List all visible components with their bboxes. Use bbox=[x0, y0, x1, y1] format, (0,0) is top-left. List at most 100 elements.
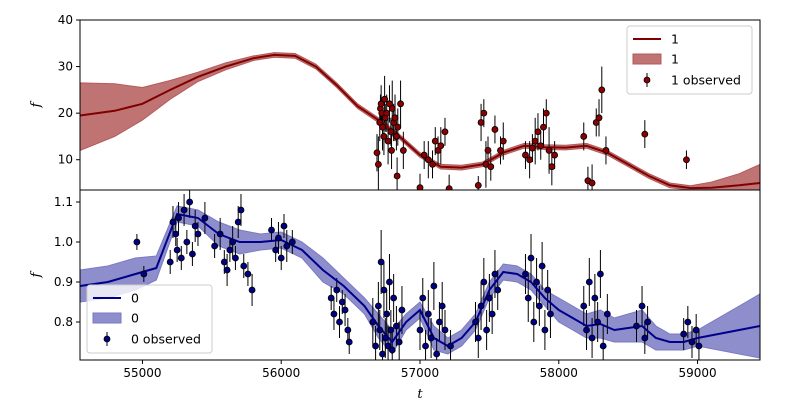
legend-marker-swatch-bottom bbox=[103, 335, 111, 343]
data-point-bottom-95 bbox=[597, 270, 604, 278]
data-point-top-27 bbox=[431, 137, 439, 145]
legend-observed-label-top: 1 observed bbox=[671, 73, 741, 88]
data-point-bottom-5 bbox=[173, 246, 181, 254]
data-point-bottom-65 bbox=[433, 350, 441, 358]
data-point-top-37 bbox=[487, 163, 495, 171]
uncertainty-band-bottom bbox=[80, 205, 760, 359]
data-point-bottom-14 bbox=[201, 214, 209, 222]
data-point-top-59 bbox=[641, 130, 649, 138]
data-point-bottom-11 bbox=[189, 250, 196, 258]
data-point-bottom-71 bbox=[474, 334, 482, 342]
data-point-bottom-12 bbox=[191, 222, 199, 230]
data-point-bottom-59 bbox=[416, 326, 424, 334]
data-point-bottom-35 bbox=[330, 310, 338, 318]
data-point-bottom-98 bbox=[633, 322, 640, 330]
data-point-bottom-30 bbox=[277, 254, 285, 262]
legend-marker-swatch-top bbox=[643, 76, 651, 84]
data-point-top-31 bbox=[445, 185, 453, 190]
data-point-top-54 bbox=[588, 179, 596, 187]
legend-band-label-top: 1 bbox=[671, 52, 679, 67]
data-point-top-13 bbox=[387, 128, 395, 136]
data-point-bottom-52 bbox=[386, 278, 393, 286]
data-point-bottom-8 bbox=[180, 206, 188, 214]
data-point-bottom-20 bbox=[229, 238, 237, 246]
data-point-bottom-76 bbox=[488, 310, 496, 318]
data-point-bottom-92 bbox=[588, 334, 596, 342]
data-point-bottom-77 bbox=[491, 270, 499, 278]
data-point-bottom-15 bbox=[211, 242, 219, 250]
data-point-bottom-3 bbox=[169, 218, 177, 226]
x-tick-label-bottom-3: 58000 bbox=[540, 366, 578, 380]
data-point-bottom-93 bbox=[591, 294, 599, 302]
data-point-top-6 bbox=[379, 123, 386, 131]
y-tick-label-top-1: 20 bbox=[58, 106, 73, 120]
data-point-bottom-100 bbox=[641, 334, 649, 342]
data-point-top-56 bbox=[595, 114, 603, 122]
data-point-bottom-60 bbox=[419, 294, 427, 302]
data-point-top-50 bbox=[548, 163, 556, 171]
plot-area-top bbox=[80, 52, 760, 190]
data-point-bottom-91 bbox=[585, 278, 593, 286]
data-point-top-36 bbox=[484, 147, 492, 154]
data-point-top-21 bbox=[397, 100, 404, 108]
data-point-bottom-1 bbox=[140, 270, 148, 278]
data-point-bottom-85 bbox=[538, 262, 546, 270]
data-point-bottom-51 bbox=[384, 342, 392, 350]
x-tick-label-bottom-4: 59000 bbox=[678, 366, 716, 380]
data-point-bottom-49 bbox=[381, 334, 389, 342]
data-point-bottom-22 bbox=[234, 218, 242, 226]
data-point-bottom-38 bbox=[338, 298, 346, 306]
data-point-bottom-41 bbox=[345, 338, 353, 346]
x-tick-label-bottom-0: 55000 bbox=[123, 366, 161, 380]
data-point-top-0 bbox=[373, 149, 381, 157]
data-point-bottom-53 bbox=[387, 326, 395, 334]
data-point-bottom-83 bbox=[533, 278, 540, 286]
data-point-bottom-67 bbox=[438, 302, 446, 310]
data-point-bottom-69 bbox=[447, 342, 454, 350]
data-point-bottom-103 bbox=[684, 318, 692, 326]
data-point-bottom-102 bbox=[680, 330, 688, 338]
y-axis-label-top: f bbox=[29, 100, 44, 108]
data-point-bottom-21 bbox=[232, 254, 239, 262]
data-point-top-25 bbox=[424, 156, 432, 164]
data-point-bottom-50 bbox=[383, 310, 391, 318]
data-point-bottom-0 bbox=[133, 238, 141, 246]
data-point-bottom-104 bbox=[688, 338, 696, 346]
y-tick-label-bottom-1: 0.9 bbox=[54, 275, 73, 289]
legend-band-swatch-bottom bbox=[92, 312, 122, 324]
data-point-bottom-88 bbox=[547, 310, 554, 318]
data-point-bottom-42 bbox=[369, 318, 377, 326]
data-point-top-48 bbox=[542, 109, 550, 117]
data-point-bottom-57 bbox=[395, 338, 403, 346]
y-tick-label-bottom-0: 0.8 bbox=[54, 315, 73, 329]
data-point-bottom-32 bbox=[283, 242, 291, 250]
data-point-top-17 bbox=[391, 114, 399, 122]
x-tick-label-bottom-1: 56000 bbox=[262, 366, 300, 380]
data-point-bottom-80 bbox=[524, 294, 532, 302]
data-point-bottom-89 bbox=[580, 302, 588, 310]
data-point-top-43 bbox=[529, 144, 536, 152]
data-point-top-8 bbox=[381, 95, 389, 103]
data-point-bottom-84 bbox=[535, 302, 543, 310]
data-point-bottom-26 bbox=[248, 286, 256, 294]
data-point-bottom-2 bbox=[166, 258, 174, 266]
legend-top: 1 1 1 observed bbox=[626, 25, 753, 95]
data-point-bottom-45 bbox=[376, 326, 384, 334]
data-point-bottom-10 bbox=[186, 198, 194, 206]
data-point-bottom-34 bbox=[327, 294, 335, 302]
data-point-bottom-64 bbox=[430, 282, 438, 290]
data-point-bottom-82 bbox=[530, 318, 538, 326]
data-point-bottom-96 bbox=[599, 342, 607, 350]
data-point-top-18 bbox=[393, 133, 400, 140]
legend-band-swatch-top bbox=[632, 53, 662, 65]
data-point-bottom-37 bbox=[336, 318, 343, 326]
data-point-bottom-54 bbox=[388, 346, 396, 354]
y-tick-label-bottom-3: 1.1 bbox=[54, 195, 73, 209]
data-point-bottom-6 bbox=[175, 214, 182, 222]
data-point-bottom-99 bbox=[638, 302, 646, 310]
model-line-top bbox=[80, 53, 760, 190]
data-point-top-11 bbox=[384, 137, 392, 145]
data-point-top-1 bbox=[374, 160, 382, 168]
data-point-bottom-81 bbox=[527, 254, 535, 262]
data-point-top-57 bbox=[598, 86, 606, 94]
